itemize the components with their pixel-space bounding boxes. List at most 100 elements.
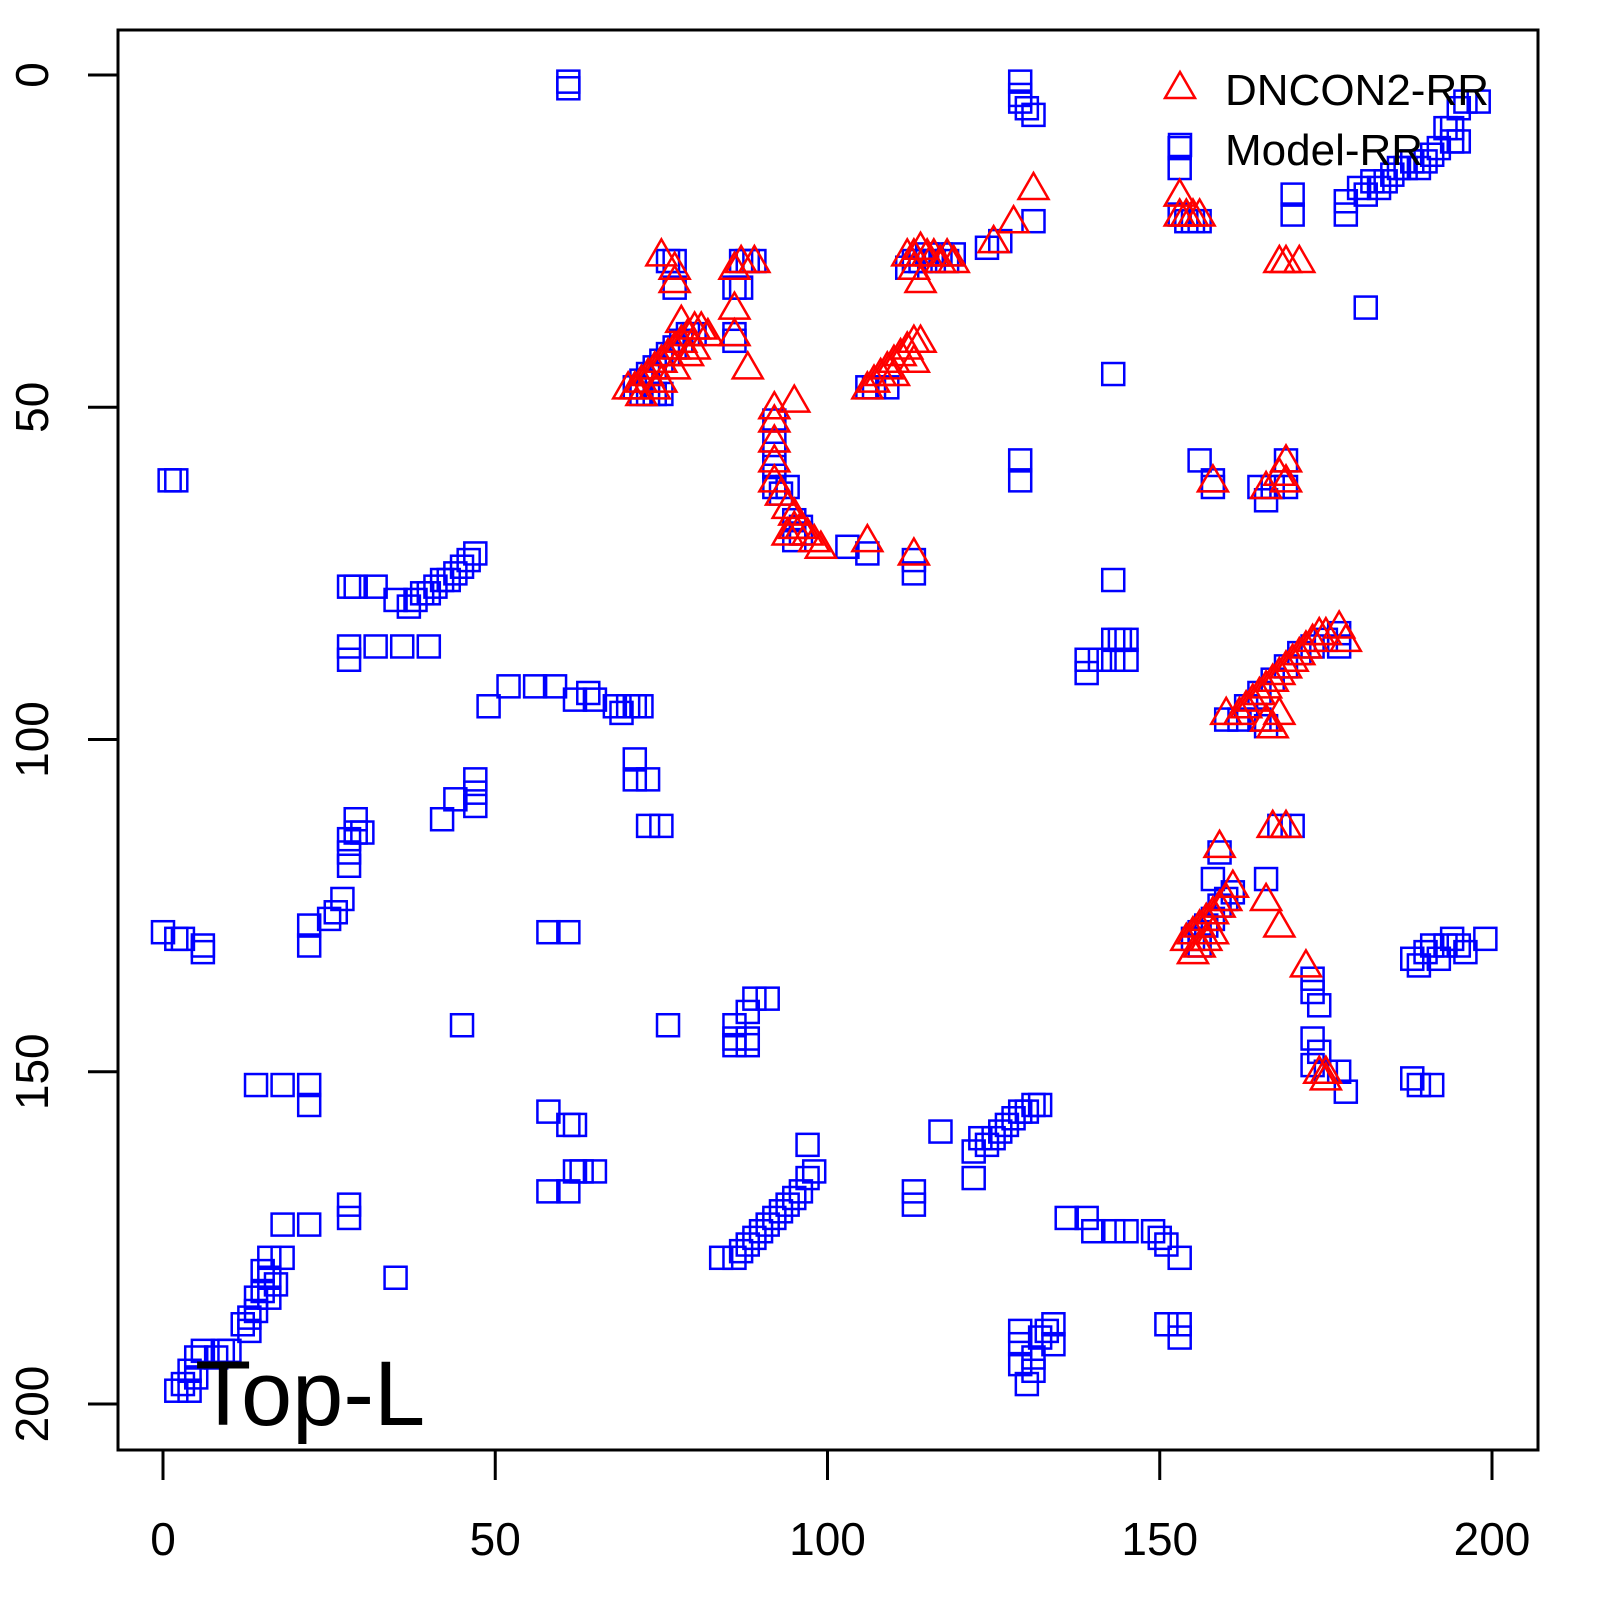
model-rr-point [250,1258,275,1284]
model-rr-point [1280,182,1305,207]
model-rr-point [296,1092,322,1118]
dncon2-rr-point [1248,702,1284,732]
dncon2-rr-point [664,303,699,334]
dncon2-rr-point [996,203,1031,234]
model-rr-point [164,1378,189,1403]
model-rr-point [901,1179,927,1204]
model-rr-point [835,534,860,560]
model-rr-point [1419,142,1445,167]
model-rr-point [1419,933,1445,958]
model-rr-point [1300,1026,1325,1051]
dncon2-rr-point [1016,170,1051,201]
model-rr-point [655,1012,681,1038]
x-tick-label: 0 [150,1513,176,1565]
model-rr-point [1380,162,1405,187]
model-rr-point [383,587,408,613]
model-rr-point [1007,448,1033,473]
model-rr-point [316,906,342,932]
model-rr-point [243,1298,269,1324]
model-rr-point [350,820,375,845]
model-rr-point [449,554,475,579]
model-rr-point [177,1378,202,1403]
dncon2-rr-point [850,522,885,553]
model-rr-point [901,1192,927,1217]
model-rr-point [1413,939,1438,965]
model-rr-point [1054,1205,1079,1231]
model-rr-point [1001,1106,1026,1131]
model-rr-point [775,1192,800,1217]
model-rr-point [1034,1318,1060,1344]
model-rr-point [1007,1318,1033,1344]
model-rr-point [1353,182,1378,207]
model-rr-point [602,694,628,719]
model-rr-point [343,574,368,599]
model-rr-point [735,1232,761,1257]
dncon2-rr-point [657,263,692,294]
model-rr-point [1473,926,1498,952]
model-rr-point [1333,1079,1359,1104]
dncon2-rr-point [1195,462,1231,493]
model-rr-point [662,275,687,300]
model-rr-point [1167,1245,1192,1271]
model-rr-point [1154,1312,1179,1337]
model-rr-point [1300,979,1325,1005]
model-rr-point [336,574,362,599]
model-rr-point [662,248,687,274]
model-rr-point [336,826,362,852]
model-rr-point [463,767,488,792]
dncon2-rr-point [1295,622,1330,653]
dncon2-rr-point [757,442,792,473]
model-rr-point [336,853,362,879]
model-rr-point [981,1125,1006,1151]
dncon2-rr-point [1215,868,1251,898]
model-rr-point [1140,1218,1166,1244]
model-rr-point [203,1345,229,1370]
model-rr-point [762,454,787,480]
model-rr-point [403,587,428,613]
model-rr-point [449,1012,475,1038]
model-rr-point [1187,448,1212,473]
model-rr-point [323,900,349,925]
model-rr-point [728,275,754,300]
y-tick-label: 150 [6,1033,58,1110]
model-rr-point [582,687,608,712]
model-rr-point [556,919,581,945]
plot-frame [116,28,1540,1452]
model-rr-point [1014,95,1040,121]
model-rr-point [270,1245,295,1271]
dncon2-rr-point [737,243,772,274]
model-rr-point [1200,474,1226,500]
model-rr-point [1400,946,1425,972]
dncon2-rr-point [1195,914,1231,945]
model-rr-point [788,1179,814,1204]
model-rr-point [1007,1351,1033,1377]
model-rr-point [522,674,548,699]
dncon2-rr-point [1268,462,1304,493]
dncon2-rr-point [1162,177,1197,207]
model-rr-point [496,674,521,699]
model-rr-point [257,1265,282,1290]
legend: DNCON2-RR Model-RR [1162,66,1489,175]
model-rr-point [436,567,461,593]
model-rr-point [928,1119,953,1144]
model-rr-point [1393,155,1418,181]
dncon2-rr-point [1282,243,1317,274]
model-rr-point [1306,1039,1332,1065]
dncon2-rr-point [896,343,932,373]
model-rr-point [463,780,488,805]
model-rr-point [170,1371,196,1397]
model-rr-point [1426,135,1452,161]
model-rr-point [463,541,488,566]
model-rr-point [795,1165,820,1191]
model-rr-point [177,1358,202,1384]
model-rr-point [423,574,448,599]
model-rr-point [1406,1072,1432,1098]
dncon2-rr-point [637,369,672,400]
model-rr-point [569,1159,594,1184]
model-rr-point [722,328,747,354]
model-rr-point [1100,567,1126,593]
dncon2-rr-point [1308,1060,1344,1091]
model-rr-point [1014,1099,1040,1124]
dncon2-rr-point [657,250,692,280]
model-rr-point [250,1278,275,1304]
